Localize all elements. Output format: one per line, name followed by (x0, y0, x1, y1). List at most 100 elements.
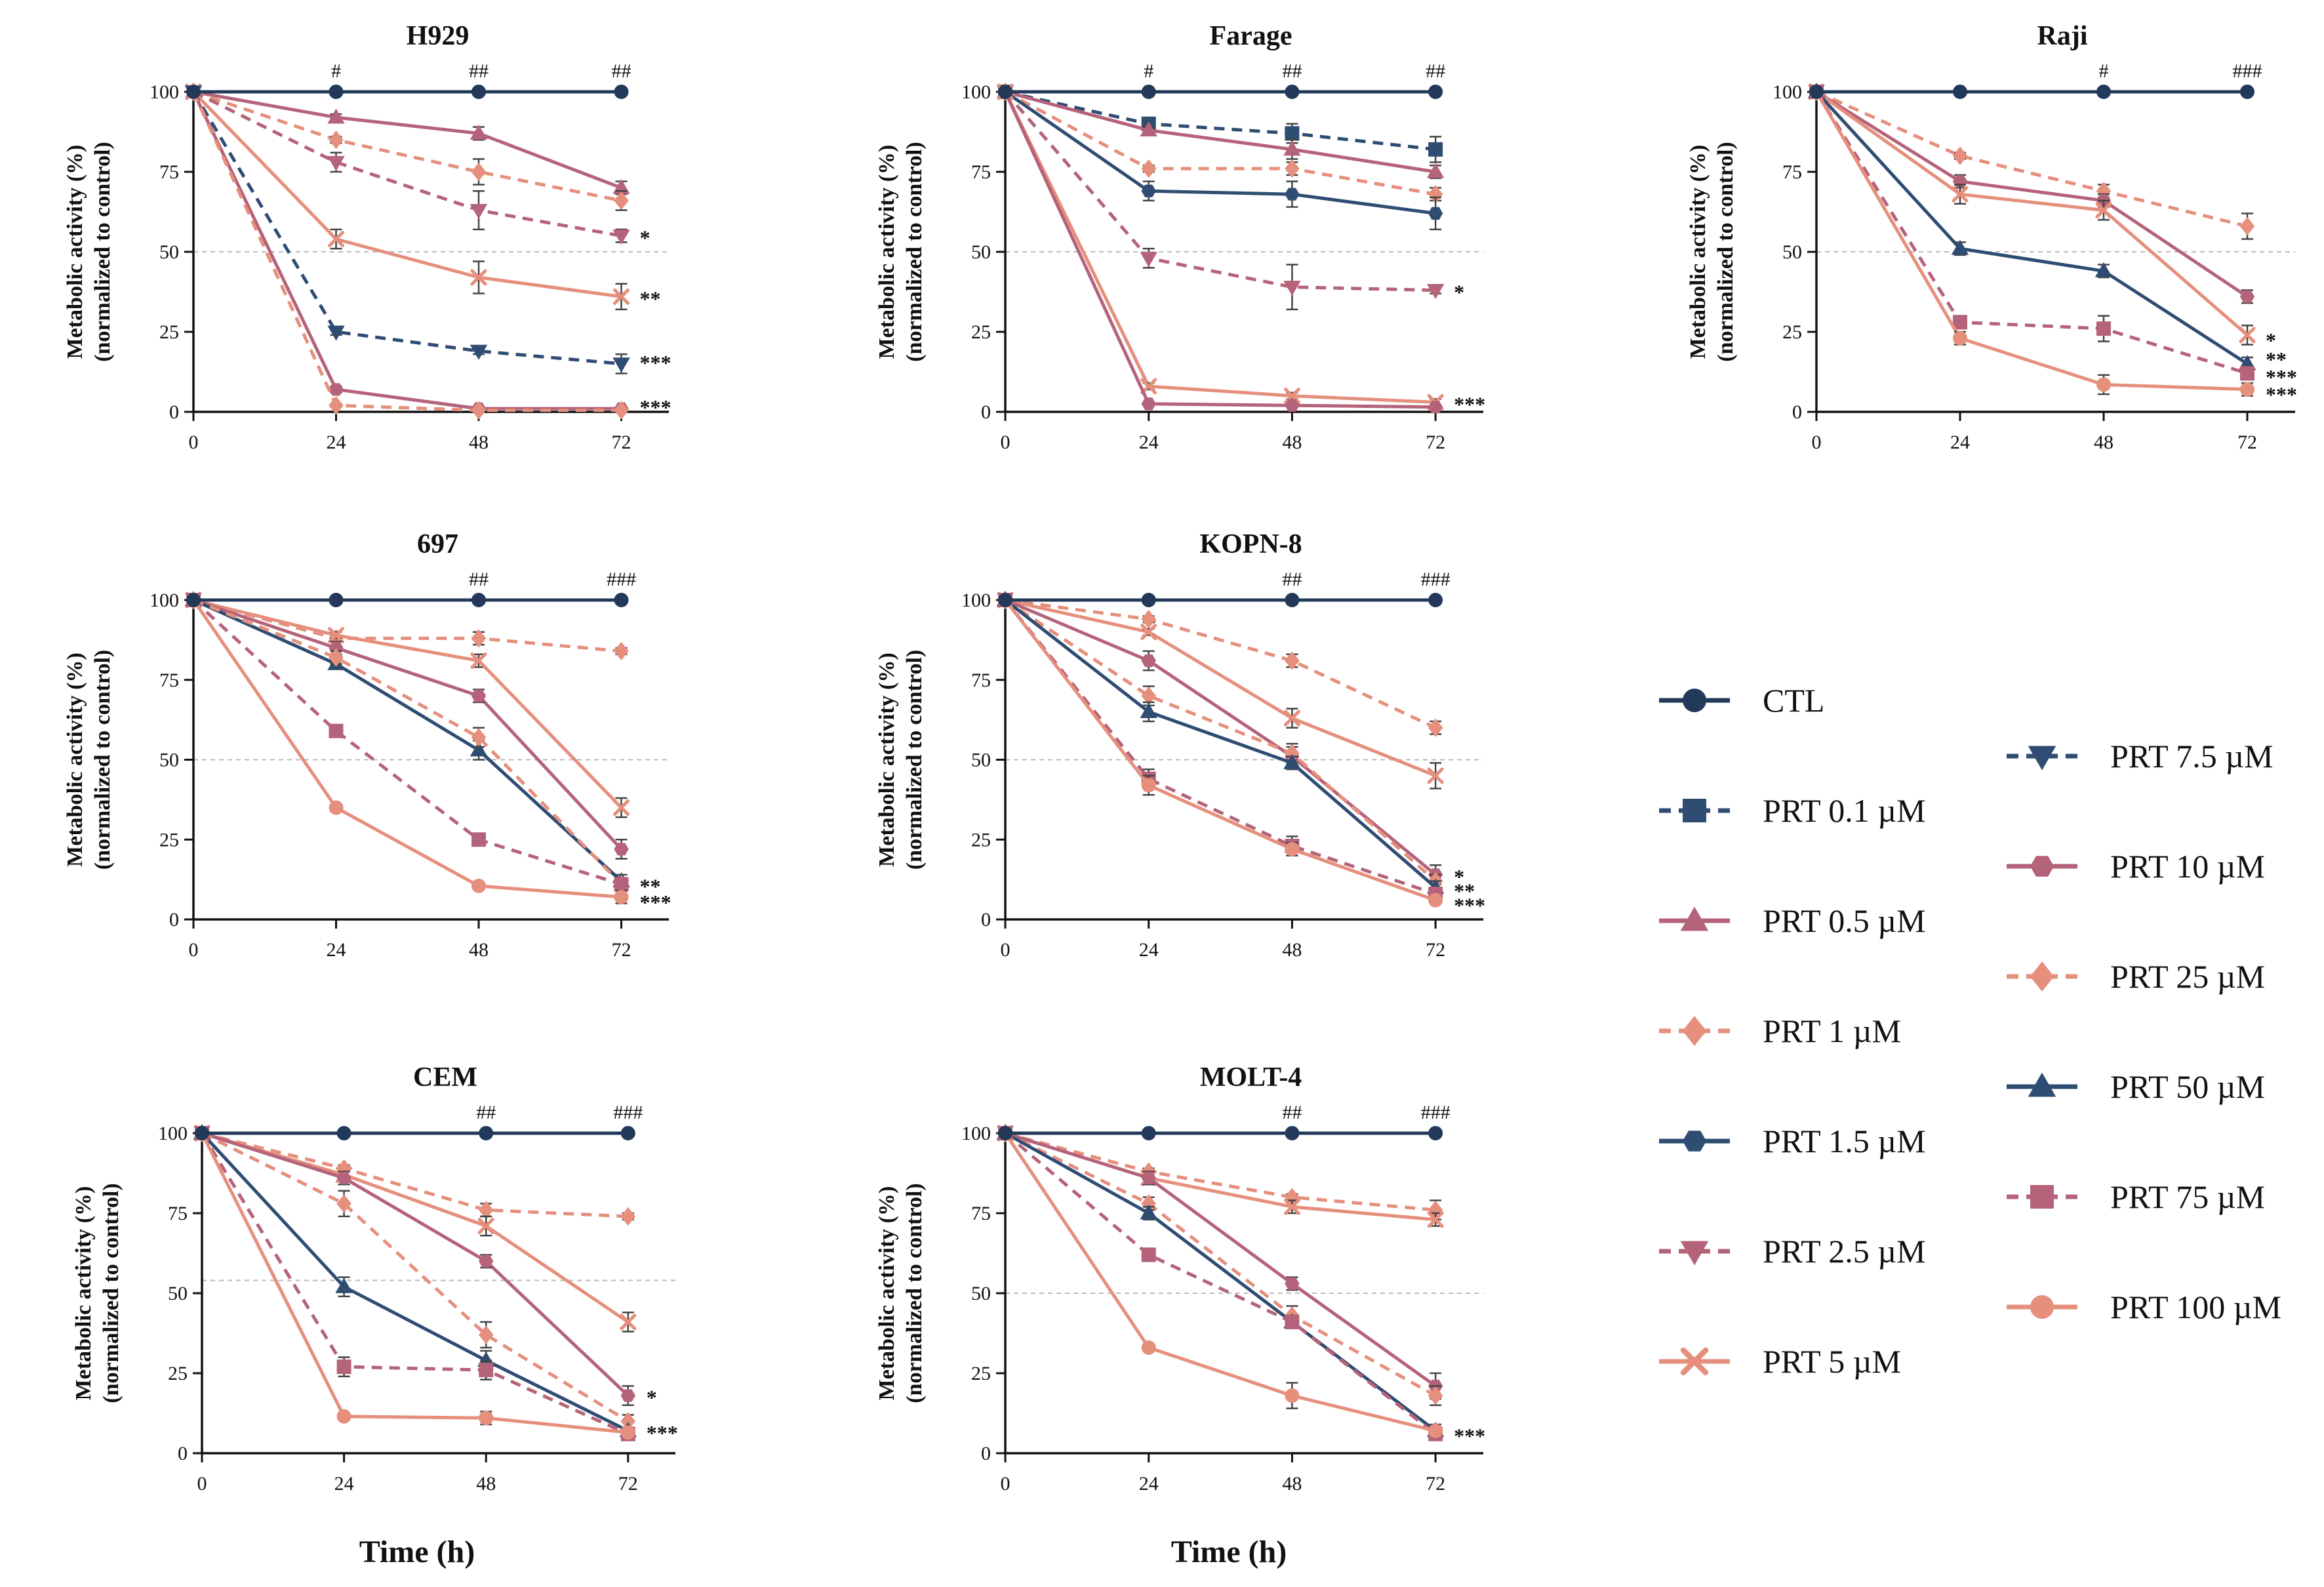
legend-item-prt-75-um: PRT 75 µM (2007, 1178, 2265, 1215)
series-line (1815, 90, 2249, 298)
y-tick-label: 25 (971, 321, 991, 343)
y-tick-label: 75 (971, 1203, 991, 1224)
series-prt-75-um (998, 1126, 1443, 1441)
series-ctl (1809, 85, 2254, 99)
data-point (1952, 146, 1968, 165)
data-point (1141, 1340, 1156, 1355)
x-axis-title-col1: Time (h) (359, 1535, 475, 1569)
series-prt-0-5-um (996, 83, 1445, 180)
data-point (328, 627, 344, 644)
y-tick-label: 25 (1782, 321, 1802, 343)
series-line (193, 90, 622, 203)
x-tick-label: 48 (476, 1473, 496, 1495)
y-tick-label: 100 (1773, 81, 1802, 103)
legend-label: PRT 1.5 µM (1763, 1123, 1926, 1159)
series-prt-2-5-um (996, 85, 1445, 311)
series-line (1005, 90, 1436, 174)
significance-stars: ** (2266, 348, 2287, 371)
series-line (1004, 1131, 1437, 1397)
legend-label: PRT 75 µM (2110, 1178, 2265, 1215)
legend-label: PRT 10 µM (2110, 848, 2265, 885)
data-point (195, 1126, 209, 1140)
data-point (470, 269, 487, 286)
series-line (193, 90, 622, 190)
series-line (1815, 90, 2249, 336)
significance-stars: * (640, 226, 651, 250)
data-point (1285, 1126, 1300, 1140)
x-tick-label: 72 (2237, 432, 2257, 453)
data-point (614, 401, 629, 420)
significance-hash: ## (1282, 569, 1302, 590)
data-point (1141, 610, 1156, 629)
data-point (1428, 401, 1443, 414)
y-tick-label: 0 (981, 1443, 991, 1464)
x-tick-label: 0 (189, 432, 199, 453)
panel-title: Farage (1210, 21, 1292, 51)
series-line (1815, 90, 2249, 365)
series-ctl (195, 1126, 635, 1140)
data-point (479, 1363, 494, 1378)
x-tick-label: 48 (2094, 432, 2114, 453)
x-tick-label: 72 (1426, 939, 1445, 961)
data-point (329, 396, 344, 415)
data-point (613, 799, 630, 816)
series-prt-7-5-um (184, 85, 630, 374)
legend-label: PRT 25 µM (2110, 958, 2265, 995)
series-prt-5-um (1808, 83, 2256, 346)
significance-hash: ### (607, 569, 636, 590)
legend-item-prt-0-5-um: PRT 0.5 µM (1659, 902, 1926, 939)
panel-title: MOLT-4 (1200, 1062, 1302, 1093)
x-tick-label: 24 (327, 432, 346, 453)
panel-h929: H929 Metabolic activity (%) (normalized to… (63, 21, 671, 453)
data-point (329, 723, 344, 738)
series-line (1004, 599, 1437, 889)
legend-item-prt-1-um: PRT 1 µM (1659, 1013, 1901, 1049)
data-point (1283, 1198, 1300, 1215)
x-tick-label: 0 (1001, 1473, 1011, 1495)
data-point (1285, 1277, 1300, 1290)
series-line (1003, 90, 1436, 404)
data-point (1285, 593, 1300, 607)
data-point (2239, 216, 2255, 236)
significance-stars: *** (1454, 392, 1485, 416)
x-tick-label: 72 (618, 1473, 638, 1495)
y-tick-label: 50 (159, 750, 179, 771)
data-point (336, 1171, 351, 1184)
series-prt-25-um (997, 1123, 1443, 1221)
data-point (329, 648, 344, 667)
series-ctl (186, 85, 629, 99)
data-point (1809, 85, 1824, 99)
panel-title: Raji (2037, 21, 2088, 51)
series-line (192, 90, 622, 298)
y-tick-label: 25 (159, 829, 179, 851)
y-tick-label: 100 (158, 1123, 188, 1144)
series-line (1004, 1131, 1437, 1432)
series-prt-0-1-um (998, 85, 1443, 163)
y-axis-subtitle: (normalized to control) (1713, 142, 1738, 362)
data-point (1951, 239, 1969, 255)
significance-stars: ** (1454, 879, 1475, 903)
y-tick-label: 50 (168, 1283, 188, 1304)
data-point (1141, 184, 1156, 197)
series-line (1005, 1131, 1436, 1222)
y-tick-label: 25 (971, 829, 991, 851)
data-point (1285, 188, 1300, 201)
x-tick-label: 24 (327, 939, 346, 961)
x-tick-label: 0 (197, 1473, 207, 1495)
series-line (1004, 90, 1436, 215)
data-point (470, 741, 488, 757)
series-line (1004, 599, 1436, 896)
significance-hash: ## (1282, 60, 1302, 82)
data-point (1141, 1171, 1156, 1184)
significance-hash: ## (469, 60, 489, 82)
data-point (1283, 140, 1301, 156)
data-point (614, 889, 629, 904)
panel-farage: Farage Metabolic activity (%) (normalized … (875, 21, 1485, 453)
data-point (1428, 593, 1443, 607)
data-point (614, 843, 629, 856)
legend-label: PRT 50 µM (2110, 1068, 2265, 1105)
series-line (192, 90, 622, 238)
data-point (477, 1218, 494, 1235)
series-prt-100-um (998, 1126, 1443, 1438)
